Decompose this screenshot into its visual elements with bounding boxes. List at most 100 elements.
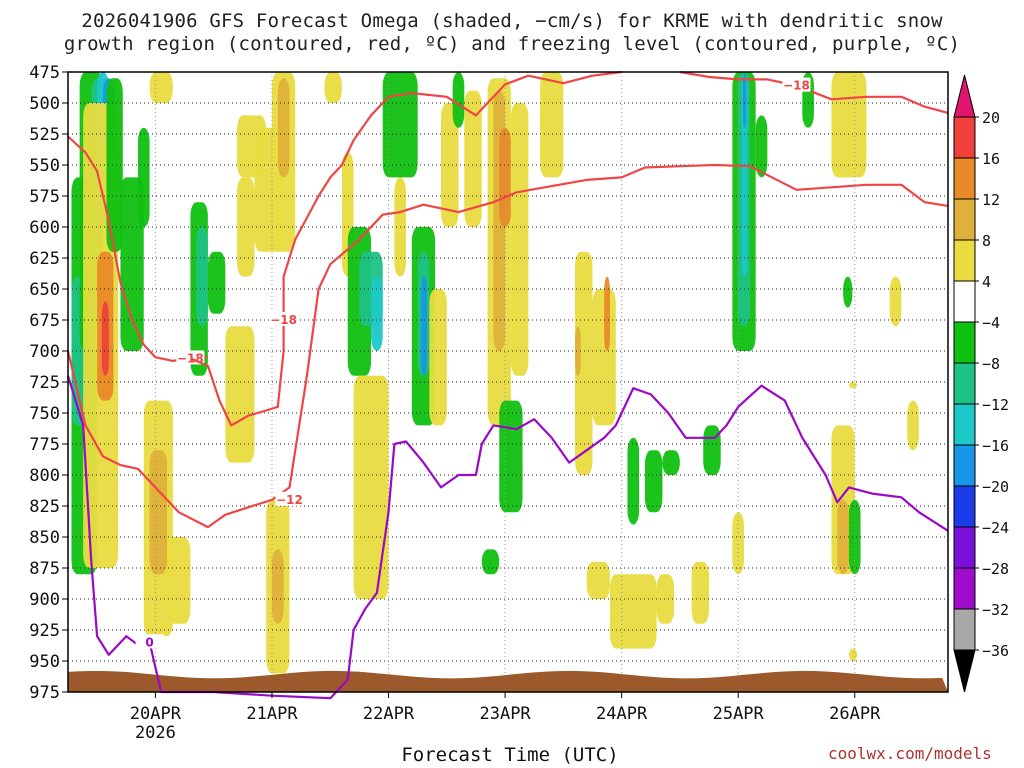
omega-shade-40 [452,72,465,128]
x-axis-title: Forecast Time (UTC) [401,744,619,766]
omega-shade-68 [831,72,867,178]
omega-shade-11 [137,127,150,227]
contour-label-4: 0 [145,635,153,649]
omega-shade-22 [237,115,267,178]
contour-line-1 [189,70,622,427]
legend-tick-label-9: −20 [982,478,1009,496]
omega-shade-17 [207,251,226,314]
legend-tick-label-7: −12 [982,396,1009,414]
credit-text: coolwx.com/models [828,744,992,763]
y-tick-label-750: 750 [29,404,60,424]
omega-shade-55 [627,437,640,525]
x-tick-label-25APR: 25APR [713,704,765,724]
omega-shade-73 [907,400,919,451]
y-tick-label-650: 650 [29,280,60,300]
omega-shade-31 [371,276,383,351]
omega-shade-9 [106,78,123,252]
omega-shading-layer [71,72,919,674]
y-tick-label-550: 550 [29,156,60,176]
omega-shade-52 [604,276,610,351]
legend-tick-label-10: −24 [982,519,1009,537]
omega-shade-24 [225,326,255,463]
omega-shade-27 [324,72,342,103]
legend-bin-4 [953,280,976,323]
legend-tick-label-8: −16 [982,437,1009,455]
y-tick-label-900: 900 [29,590,60,610]
omega-shade-75 [848,382,858,389]
legend-tick-label-1: 16 [982,150,1000,168]
contour-line-2 [679,70,949,114]
axes-layer: 475 500 525 550 575 600 625 650 675 700 725 750 775 8… [29,63,949,743]
contour-label-bg-2 [782,77,811,92]
y-tick-label-700: 700 [29,342,60,362]
omega-shade-64 [742,72,747,128]
legend-bin-3 [953,239,976,282]
omega-shade-63 [741,78,748,277]
omega-shade-38 [429,289,447,426]
x-tick-label-24APR: 24APR [596,704,648,724]
omega-shade-65 [755,115,768,178]
legend-bottom-arrow [953,649,976,693]
y-tick-label-625: 625 [29,249,60,269]
legend-tick-label-2: 12 [982,191,1000,209]
y-tick-label-525: 525 [29,125,60,145]
omega-shade-13 [149,450,168,575]
contour-label-1: −18 [270,313,297,327]
y-tick-label-500: 500 [29,94,60,114]
legend-bin-11 [953,567,976,610]
contour-label-bg-1 [269,312,298,326]
x-tick-label-20APR: 20APR [130,704,182,724]
contour-label-bg-4 [135,634,164,649]
chart-title-line1: 2026041906 GFS Forecast Omega (shaded, −… [81,10,943,32]
omega-shade-20 [277,78,290,178]
omega-shade-33 [382,72,418,178]
y-tick-label-800: 800 [29,466,60,486]
omega-shade-58 [656,574,675,624]
omega-shade-49 [575,251,593,475]
omega-shade-76 [848,648,858,661]
legend-tick-label-4: 4 [982,273,991,291]
legend-tick-label-5: −4 [982,314,1000,332]
omega-shade-8 [101,301,109,376]
y-tick-label-850: 850 [29,528,60,548]
omega-shade-32 [353,375,389,599]
legend-bin-9 [953,485,976,528]
omega-shade-50 [575,326,581,376]
omega-shade-41 [464,90,482,227]
x-tick-label-22APR: 22APR [363,704,415,724]
omega-shade-47 [481,549,500,575]
contour-label-3: −12 [276,493,303,507]
legend-tick-label-0: 20 [982,109,1000,127]
omega-shade-23 [237,177,255,277]
omega-shade-59 [691,561,710,624]
x-tick-sublabel: 2026 [135,723,176,743]
x-tick-label-26APR: 26APR [829,704,881,724]
legend-bin-7 [953,403,976,446]
omega-shade-46 [499,400,523,513]
y-tick-label-475: 475 [29,63,60,83]
legend-tick-label-3: 8 [982,232,991,250]
omega-shade-39 [440,103,459,227]
legend-bin-6 [953,362,976,405]
x-tick-label-23APR: 23APR [479,704,531,724]
legend-bin-2 [953,198,976,241]
legend-bin-12 [953,608,976,651]
contour-label-bg-3 [275,491,304,506]
y-tick-label-675: 675 [29,311,60,331]
y-tick-label-875: 875 [29,559,60,579]
legend-top-arrow [953,74,976,118]
y-tick-label-925: 925 [29,621,60,641]
y-tick-label-825: 825 [29,497,60,517]
omega-shade-14 [167,537,191,624]
omega-shade-48 [540,72,564,178]
omega-shade-37 [421,276,427,376]
omega-shade-54 [609,574,657,649]
chart-title-line2: growth region (contoured, red, ºC) and f… [63,33,961,55]
legend-bin-10 [953,526,976,569]
y-tick-label-950: 950 [29,652,60,672]
x-tick-label-21APR: 21APR [246,704,298,724]
y-tick-label-725: 725 [29,373,60,393]
y-tick-label-775: 775 [29,435,60,455]
legend-tick-label-11: −28 [982,560,1009,578]
legend-tick-label-12: −32 [982,601,1009,619]
